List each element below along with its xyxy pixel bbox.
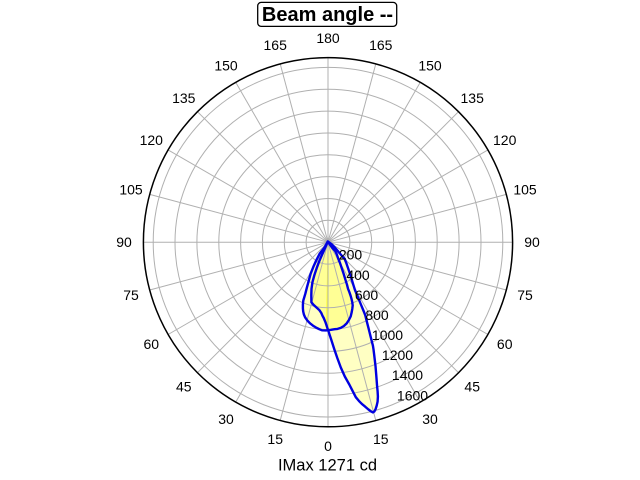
svg-text:200: 200 <box>339 247 363 263</box>
svg-text:75: 75 <box>517 287 533 303</box>
svg-text:45: 45 <box>176 378 192 394</box>
svg-text:Beam angle --: Beam angle -- <box>262 4 393 26</box>
svg-text:800: 800 <box>365 307 389 323</box>
svg-text:165: 165 <box>369 37 393 53</box>
svg-text:30: 30 <box>422 411 438 427</box>
svg-text:150: 150 <box>214 58 238 74</box>
svg-text:60: 60 <box>497 336 513 352</box>
svg-text:90: 90 <box>116 234 132 250</box>
svg-text:1400: 1400 <box>392 367 423 383</box>
svg-text:0: 0 <box>324 438 332 454</box>
svg-text:165: 165 <box>264 37 288 53</box>
svg-text:150: 150 <box>418 58 442 74</box>
svg-text:105: 105 <box>119 181 143 197</box>
svg-text:120: 120 <box>140 132 164 148</box>
svg-text:135: 135 <box>172 90 196 106</box>
svg-text:180: 180 <box>316 30 340 46</box>
svg-text:90: 90 <box>524 234 540 250</box>
svg-text:60: 60 <box>144 336 160 352</box>
svg-text:1200: 1200 <box>382 347 413 363</box>
svg-text:45: 45 <box>464 378 480 394</box>
svg-text:IMax 1271 cd: IMax 1271 cd <box>278 457 377 475</box>
svg-text:15: 15 <box>373 431 389 447</box>
svg-text:120: 120 <box>493 132 517 148</box>
svg-text:1000: 1000 <box>372 327 403 343</box>
svg-text:30: 30 <box>218 411 234 427</box>
svg-text:105: 105 <box>513 181 537 197</box>
svg-text:600: 600 <box>355 287 379 303</box>
svg-text:15: 15 <box>267 431 283 447</box>
svg-text:1600: 1600 <box>397 388 428 404</box>
svg-text:135: 135 <box>461 90 485 106</box>
svg-text:400: 400 <box>346 267 370 283</box>
svg-text:75: 75 <box>123 287 139 303</box>
